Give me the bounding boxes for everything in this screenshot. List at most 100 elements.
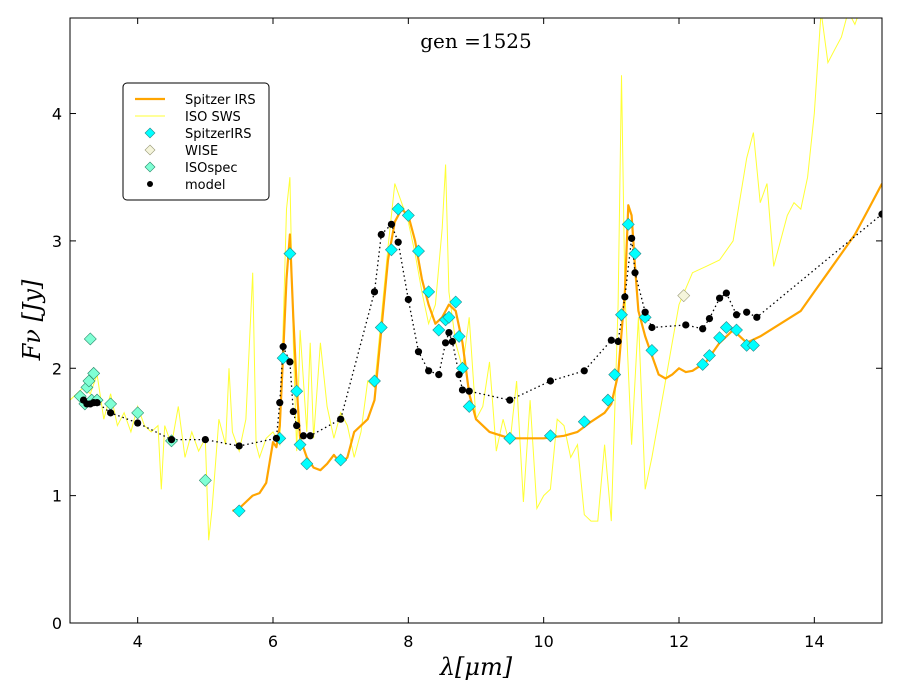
wise-point — [677, 289, 691, 303]
model-point — [394, 238, 402, 246]
plot-frame — [69, 17, 883, 624]
isospec-point — [198, 473, 212, 487]
model-point — [753, 313, 761, 321]
model-point — [743, 308, 751, 316]
model-point — [235, 442, 243, 450]
spitzerirs-point — [645, 344, 659, 357]
x-tick-label: 12 — [669, 632, 689, 651]
spitzerirs-point — [747, 338, 760, 352]
model-point — [546, 377, 555, 385]
model-point — [445, 329, 453, 337]
spitzerirs-point — [334, 453, 348, 467]
legend-swatch-isospec — [144, 161, 156, 173]
spitzerirs-point — [300, 457, 314, 471]
model-point — [272, 434, 280, 442]
model-point — [414, 348, 423, 356]
y-tick-label: 2 — [52, 359, 62, 378]
legend-swatch-model — [147, 181, 153, 187]
x-tick-label: 14 — [804, 632, 824, 651]
model-point — [878, 210, 882, 218]
spitzerirs-point — [608, 368, 622, 382]
series-model-line — [83, 213, 882, 447]
model-point — [107, 409, 115, 417]
x-tick-label: 6 — [268, 632, 278, 651]
model-point — [641, 308, 649, 316]
legend-label: ISOspec — [185, 161, 238, 176]
model-point — [722, 289, 730, 297]
spitzerirs-point — [384, 243, 398, 257]
model-point — [435, 371, 443, 379]
legend-label: WISE — [185, 144, 218, 159]
plot-area — [70, 18, 882, 541]
model-point — [699, 325, 707, 333]
y-tick-label: 0 — [52, 614, 62, 633]
series-iso-sws-line — [70, 18, 858, 541]
spitzerirs-point — [577, 415, 591, 429]
model-point — [167, 435, 176, 444]
spitzerirs-point — [638, 310, 652, 324]
spitzerirs-point — [703, 349, 716, 362]
model-point — [404, 295, 412, 304]
spitzerirs-point — [462, 400, 476, 413]
model-point — [732, 311, 741, 319]
model-point — [289, 407, 297, 416]
legend-box — [122, 82, 270, 201]
model-point — [621, 293, 629, 301]
spitzerirs-point — [719, 321, 733, 334]
model-point — [387, 220, 396, 228]
model-point — [458, 386, 467, 394]
spitzerirs-point — [276, 351, 290, 365]
model-point — [716, 294, 724, 302]
y-axis-title: Fν [Jy] — [18, 279, 46, 361]
spitzerirs-point — [615, 308, 628, 322]
spitzerirs-point — [442, 310, 456, 324]
spitzerirs-point — [601, 393, 615, 407]
model-point — [648, 323, 656, 332]
isospec-point — [83, 332, 97, 346]
spitzerirs-point — [503, 431, 517, 445]
legend-label: model — [185, 178, 225, 193]
model-point — [506, 396, 514, 404]
legend-swatch-wise — [144, 144, 156, 156]
spitzerirs-point — [293, 438, 307, 452]
spitzerirs-point — [452, 329, 466, 343]
model-point — [705, 314, 714, 323]
model-point — [607, 336, 615, 344]
spitzerirs-point — [374, 321, 388, 334]
model-point — [580, 367, 588, 375]
x-tick-label: 10 — [533, 632, 553, 651]
model-point — [465, 387, 473, 395]
model-point — [377, 230, 385, 239]
spitzerirs-point — [449, 295, 463, 309]
y-tick-label: 3 — [52, 232, 62, 251]
spitzerirs-point — [628, 247, 642, 261]
model-point — [201, 435, 209, 444]
legend-label: ISO SWS — [185, 110, 241, 125]
model-point — [425, 367, 433, 375]
model-point — [299, 432, 308, 440]
chart-title: gen =1525 — [420, 29, 532, 53]
model-point — [93, 399, 101, 407]
spitzerirs-point — [544, 429, 557, 443]
y-tick-label: 1 — [52, 487, 62, 506]
spitzerirs-point — [713, 331, 727, 345]
spitzerirs-point — [621, 217, 635, 231]
spitzerirs-point — [422, 285, 436, 299]
spitzerirs-point — [412, 244, 425, 258]
model-point — [134, 419, 142, 427]
isospec-point — [87, 366, 101, 380]
spitzerirs-point — [283, 247, 297, 261]
model-point — [276, 399, 284, 407]
legend-label: Spitzer IRS — [185, 93, 256, 108]
x-axis-title: λ[μm] — [439, 653, 513, 681]
legend-swatch-spitzerirs — [144, 127, 156, 139]
legend-label: SpitzerIRS — [185, 127, 252, 142]
spitzerirs-point — [232, 504, 246, 518]
model-point — [286, 358, 294, 366]
model-point — [293, 421, 301, 430]
model-point — [448, 337, 456, 346]
model-point — [631, 269, 639, 277]
spitzerirs-point — [368, 374, 381, 388]
